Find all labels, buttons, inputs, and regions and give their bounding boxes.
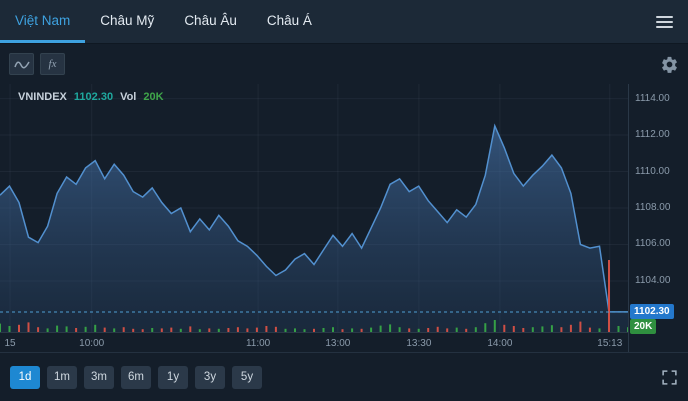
- time-axis-label: 15: [4, 338, 16, 349]
- price-axis-label: 1104.00: [635, 274, 671, 286]
- indicators-button[interactable]: fx: [40, 53, 65, 75]
- price-axis-label: 1114.00: [635, 92, 670, 104]
- fullscreen-button[interactable]: [661, 369, 678, 386]
- legend-vol-label: Vol: [120, 91, 137, 103]
- time-axis-label: 11:00: [245, 338, 271, 349]
- price-axis-label: 1106.00: [635, 238, 671, 250]
- last-volume-badge: 20K: [630, 319, 657, 334]
- price-axis-label: 1110.00: [635, 165, 670, 177]
- menu-icon[interactable]: [640, 0, 688, 43]
- legend-symbol: VNINDEX: [18, 91, 67, 103]
- tab-chau-au[interactable]: Châu Âu: [184, 12, 237, 28]
- chart-type-button[interactable]: [9, 53, 34, 75]
- tab-chau-a[interactable]: Châu Á: [266, 12, 312, 28]
- price-axis-label: 1108.00: [635, 202, 671, 213]
- tab-viet-nam[interactable]: Việt Nam: [0, 0, 86, 43]
- market-tabbar: Việt Nam Châu Mỹ Châu Âu Châu Á: [0, 0, 688, 44]
- settings-button[interactable]: [660, 55, 679, 74]
- chart-toolbar: fx: [0, 44, 688, 84]
- time-axis: 15 10:00 11:00 13:00 13:30 14:00 15:13: [0, 332, 628, 352]
- range-5y-button[interactable]: 5y: [232, 365, 262, 389]
- chart-area: VNINDEX 1102.30 Vol 20K 1114.00 1112.00 11…: [0, 84, 688, 352]
- time-axis-label: 10:00: [79, 338, 105, 349]
- range-6m-button[interactable]: 6m: [121, 365, 151, 389]
- range-3m-button[interactable]: 3m: [84, 365, 114, 389]
- tab-chau-my[interactable]: Châu Mỹ: [100, 12, 155, 28]
- price-axis-label: 1112.00: [635, 129, 670, 141]
- range-1m-button[interactable]: 1m: [47, 365, 77, 389]
- legend-vol-value: 20K: [143, 91, 164, 103]
- market-tabs: Việt Nam Châu Mỹ Châu Âu Châu Á: [0, 0, 327, 43]
- range-1d-button[interactable]: 1d: [10, 365, 40, 389]
- range-1y-button[interactable]: 1y: [158, 365, 188, 389]
- time-axis-label: 15:13: [597, 338, 623, 349]
- expand-icon: [662, 369, 677, 385]
- time-axis-label: 13:30: [406, 338, 432, 349]
- legend-price: 1102.30: [73, 91, 114, 103]
- line-chart-icon: [13, 61, 30, 69]
- last-price-badge: 1102.30: [630, 303, 674, 319]
- fx-icon: fx: [48, 58, 57, 70]
- chart-legend: VNINDEX 1102.30 Vol 20K: [18, 91, 164, 103]
- time-axis-label: 13:00: [325, 338, 351, 349]
- range-toolbar: 1d 1m 3m 6m 1y 3y 5y: [0, 352, 688, 401]
- gear-icon: [662, 56, 677, 73]
- range-buttons: 1d 1m 3m 6m 1y 3y 5y: [10, 365, 262, 389]
- price-chart[interactable]: [0, 84, 628, 332]
- time-axis-label: 14:00: [487, 338, 513, 349]
- price-axis: 1114.00 1112.00 1110.00 1108.00 1106.00 1104.…: [628, 84, 688, 352]
- range-3y-button[interactable]: 3y: [195, 365, 225, 389]
